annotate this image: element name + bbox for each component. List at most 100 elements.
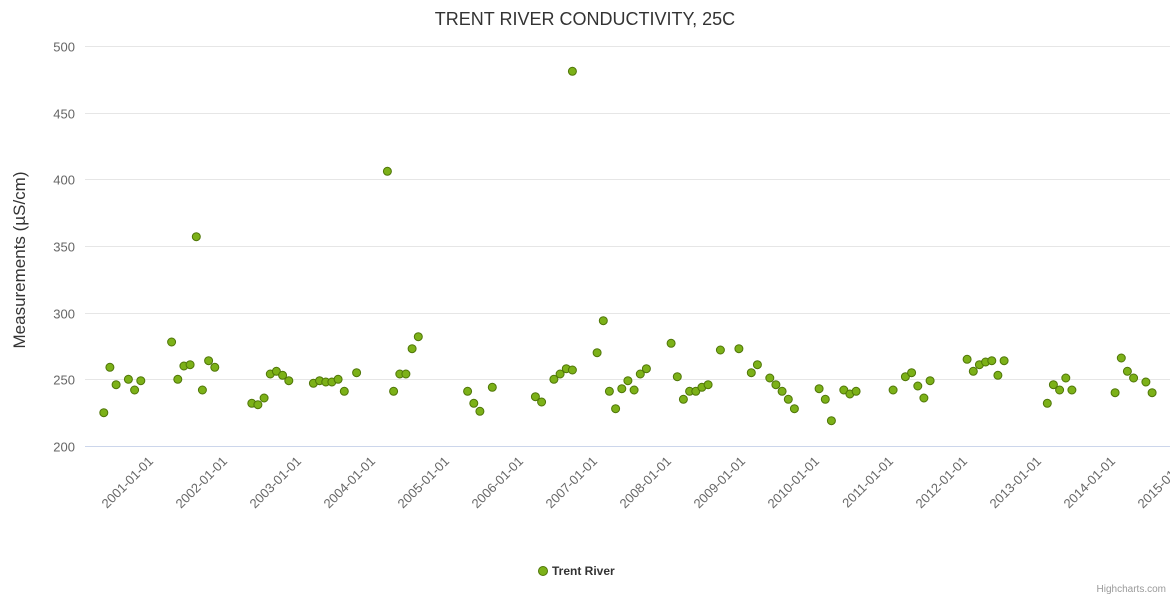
data-point[interactable] (888, 385, 898, 395)
data-point[interactable] (968, 366, 978, 376)
data-point[interactable] (900, 372, 910, 382)
y-tick-label: 500 (53, 40, 75, 55)
data-point[interactable] (1147, 388, 1157, 398)
data-point[interactable] (598, 316, 608, 326)
data-point[interactable] (549, 374, 559, 384)
data-point[interactable] (339, 386, 349, 396)
data-point[interactable] (185, 360, 195, 370)
data-point[interactable] (765, 373, 775, 383)
data-point[interactable] (401, 369, 411, 379)
data-point[interactable] (167, 337, 177, 347)
data-point[interactable] (826, 416, 836, 426)
legend-marker-icon (538, 566, 548, 576)
data-point[interactable] (210, 362, 220, 372)
data-point[interactable] (1116, 353, 1126, 363)
data-point[interactable] (136, 376, 146, 386)
y-axis-labels: 200 250 300 350 400 450 500 (53, 40, 75, 455)
data-point[interactable] (666, 338, 676, 348)
data-point[interactable] (487, 382, 497, 392)
data-point[interactable] (703, 380, 713, 390)
data-point[interactable] (530, 392, 540, 402)
data-point[interactable] (259, 393, 269, 403)
data-point[interactable] (617, 384, 627, 394)
data-point[interactable] (907, 368, 917, 378)
data-point[interactable] (173, 374, 183, 384)
x-tick-label: 2007-01-01 (542, 454, 600, 512)
data-point[interactable] (352, 368, 362, 378)
data-point[interactable] (715, 345, 725, 355)
data-point[interactable] (913, 381, 923, 391)
data-point[interactable] (604, 386, 614, 396)
data-point[interactable] (962, 354, 972, 364)
data-point[interactable] (123, 374, 133, 384)
data-point[interactable] (555, 369, 565, 379)
data-point[interactable] (382, 166, 392, 176)
highcharts-credits-link[interactable]: Highcharts.com (1097, 584, 1166, 595)
data-point[interactable] (746, 368, 756, 378)
data-point[interactable] (463, 386, 473, 396)
data-point[interactable] (592, 348, 602, 358)
data-point[interactable] (814, 384, 824, 394)
data-point[interactable] (111, 380, 121, 390)
data-point[interactable] (1129, 373, 1139, 383)
data-point[interactable] (1110, 388, 1120, 398)
data-point[interactable] (1042, 398, 1052, 408)
data-point[interactable] (1122, 366, 1132, 376)
x-tick-label: 2005-01-01 (394, 454, 452, 512)
data-point[interactable] (413, 332, 423, 342)
data-point[interactable] (197, 385, 207, 395)
chart-title: TRENT RIVER CONDUCTIVITY, 25C (435, 9, 735, 29)
x-tick-label: 2010-01-01 (764, 454, 822, 512)
data-point[interactable] (672, 372, 682, 382)
data-point[interactable] (284, 376, 294, 386)
data-point[interactable] (993, 370, 1003, 380)
data-point[interactable] (789, 404, 799, 414)
data-point[interactable] (999, 356, 1009, 366)
data-point[interactable] (567, 66, 577, 76)
data-point[interactable] (191, 232, 201, 242)
data-point[interactable] (278, 370, 288, 380)
data-point[interactable] (691, 386, 701, 396)
data-point[interactable] (641, 364, 651, 374)
x-tick-label: 2006-01-01 (468, 454, 526, 512)
data-point[interactable] (333, 374, 343, 384)
y-tick-label: 250 (53, 373, 75, 388)
data-point[interactable] (475, 406, 485, 416)
data-point[interactable] (752, 360, 762, 370)
data-point[interactable] (204, 356, 214, 366)
data-point[interactable] (1048, 380, 1058, 390)
data-point[interactable] (567, 365, 577, 375)
data-point[interactable] (130, 385, 140, 395)
data-point[interactable] (537, 397, 547, 407)
data-point[interactable] (851, 386, 861, 396)
data-point[interactable] (389, 386, 399, 396)
data-point[interactable] (271, 366, 281, 376)
x-tick-label: 2004-01-01 (320, 454, 378, 512)
data-point[interactable] (1141, 377, 1151, 387)
data-point[interactable] (820, 394, 830, 404)
data-point[interactable] (734, 344, 744, 354)
data-point[interactable] (469, 398, 479, 408)
y-tick-label: 200 (53, 440, 75, 455)
data-point[interactable] (629, 385, 639, 395)
data-point[interactable] (635, 369, 645, 379)
x-axis-labels: 2001-01-01 2002-01-01 2003-01-01 2004-01-01… (98, 454, 1170, 512)
data-point[interactable] (1061, 373, 1071, 383)
data-point[interactable] (99, 408, 109, 418)
data-point[interactable] (771, 380, 781, 390)
data-point[interactable] (253, 400, 263, 410)
data-point[interactable] (678, 394, 688, 404)
data-point[interactable] (1067, 385, 1077, 395)
data-point[interactable] (783, 394, 793, 404)
data-point[interactable] (777, 386, 787, 396)
data-point[interactable] (987, 356, 997, 366)
data-point[interactable] (407, 344, 417, 354)
data-point[interactable] (623, 376, 633, 386)
legend-item-trent-river[interactable]: Trent River (538, 564, 616, 578)
data-point[interactable] (1055, 385, 1065, 395)
data-point[interactable] (611, 404, 621, 414)
data-point[interactable] (925, 376, 935, 386)
data-point[interactable] (105, 362, 115, 372)
data-point[interactable] (839, 385, 849, 395)
data-point[interactable] (919, 393, 929, 403)
